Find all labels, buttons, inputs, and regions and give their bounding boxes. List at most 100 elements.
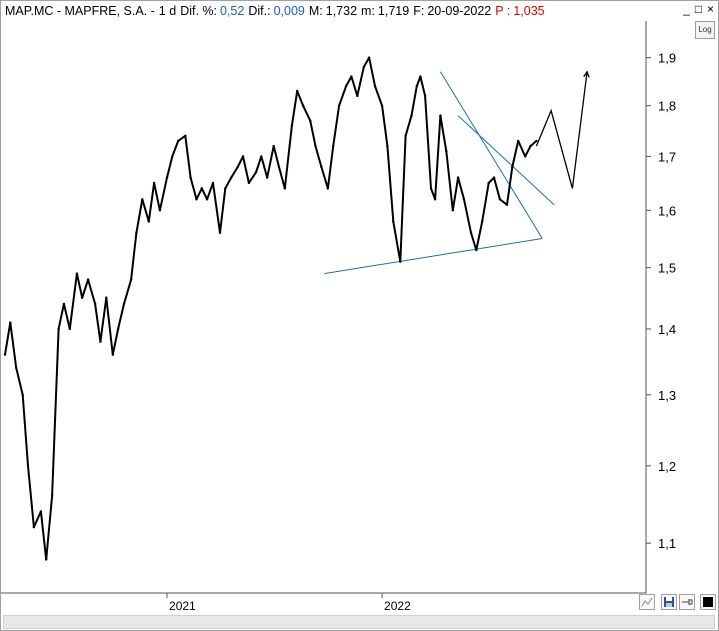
- price-point: [50, 494, 54, 498]
- color-swatch-button[interactable]: [700, 594, 716, 610]
- price-point: [380, 104, 384, 107]
- projection: [535, 70, 590, 189]
- price-point: [415, 84, 419, 88]
- price-point: [404, 134, 407, 137]
- price-point: [141, 198, 144, 201]
- price-point: [116, 327, 120, 331]
- y-axis-ticks: 1,1 1,2 1,3 1,4 1,5 1,6 1,7 1,8 1,9: [646, 51, 676, 551]
- price-point: [80, 296, 84, 299]
- y-tick-label: 1,2: [658, 459, 676, 474]
- price-point: [392, 220, 395, 223]
- price-point: [111, 353, 115, 356]
- price-point: [373, 84, 377, 88]
- ticker-label: MAP.MC - MAPFRE, S.A. -: [5, 4, 155, 18]
- x-tick-label: 2021: [169, 599, 196, 613]
- maximize-button[interactable]: □: [694, 2, 703, 16]
- horizontal-scrollbar[interactable]: [3, 615, 715, 629]
- price-point: [21, 393, 24, 396]
- trendline: [457, 115, 555, 206]
- price-point: [45, 558, 48, 561]
- price-point: [99, 340, 102, 343]
- price-chart: 1,1 1,2 1,3 1,4 1,5 1,6 1,7 1,8 1,9 2021 2022: [1, 21, 676, 613]
- y-tick-label: 1,8: [658, 99, 676, 114]
- price-point: [283, 187, 287, 190]
- price-point: [524, 155, 527, 158]
- p-label: P :: [495, 4, 511, 18]
- price-point: [241, 155, 245, 158]
- price-point: [492, 176, 496, 179]
- price-point: [158, 209, 162, 212]
- price-point: [189, 176, 192, 179]
- price-point: [195, 198, 198, 201]
- price-point: [475, 248, 478, 252]
- price-point: [62, 302, 66, 306]
- price-point: [14, 366, 18, 370]
- price-point: [272, 144, 275, 148]
- dif-label: Dif.:: [248, 4, 271, 18]
- price-point: [3, 353, 7, 356]
- price-point: [320, 165, 323, 169]
- price-point: [331, 144, 335, 148]
- price-point: [290, 124, 294, 127]
- price-point: [419, 75, 422, 78]
- price-point: [277, 165, 281, 169]
- price-point: [314, 144, 317, 148]
- price-point: [129, 278, 133, 281]
- price-point: [337, 104, 341, 107]
- min-label: m:: [361, 4, 375, 18]
- p-value: 1,035: [513, 4, 545, 18]
- chart-type-button[interactable]: [639, 594, 655, 610]
- max-label: M:: [308, 4, 323, 18]
- price-point: [487, 181, 490, 185]
- trendlines: [324, 71, 555, 275]
- price-point: [529, 144, 532, 148]
- price-point: [439, 114, 442, 117]
- dif-pct-value: 0,52: [220, 4, 245, 18]
- price-point: [230, 176, 233, 179]
- price-point: [535, 139, 538, 143]
- price-point: [105, 296, 108, 299]
- price-point: [429, 187, 433, 190]
- price-point: [516, 139, 520, 143]
- price-point: [135, 231, 138, 234]
- log-scale-button[interactable]: Log: [695, 21, 715, 39]
- price-point: [26, 464, 30, 468]
- pin-icon[interactable]: [679, 594, 695, 610]
- y-tick-label: 1,3: [658, 388, 676, 403]
- minimize-button[interactable]: _: [683, 2, 690, 16]
- price-point: [469, 231, 473, 234]
- y-tick-label: 1,1: [658, 536, 676, 551]
- y-tick-label: 1,6: [658, 203, 676, 218]
- price-point: [362, 65, 365, 69]
- price-point: [367, 56, 371, 59]
- price-point: [301, 104, 305, 107]
- price-point: [224, 187, 227, 190]
- min-value: 1,719: [377, 4, 410, 18]
- date-label: F:: [413, 4, 425, 18]
- price-point: [39, 510, 43, 513]
- price-point: [200, 187, 203, 190]
- price-point: [445, 150, 448, 153]
- save-icon[interactable]: [661, 594, 677, 610]
- price-point: [68, 327, 72, 331]
- price-point: [308, 119, 312, 122]
- price-point: [93, 302, 97, 306]
- price-series: [3, 56, 538, 561]
- price-point: [456, 176, 460, 179]
- price-point: [205, 198, 209, 201]
- price-point: [386, 144, 389, 148]
- price-point: [86, 278, 90, 281]
- price-point: [184, 134, 187, 137]
- price-point: [9, 321, 12, 324]
- price-point: [462, 198, 466, 201]
- price-point: [481, 220, 484, 223]
- y-tick-label: 1,4: [658, 322, 676, 337]
- price-point: [344, 84, 348, 88]
- trendline: [324, 238, 543, 275]
- price-point: [32, 525, 36, 529]
- price-point: [350, 75, 353, 78]
- y-tick-label: 1,7: [658, 149, 676, 164]
- price-point: [410, 114, 413, 117]
- price-line: [4, 56, 538, 561]
- close-button[interactable]: ×: [706, 2, 714, 16]
